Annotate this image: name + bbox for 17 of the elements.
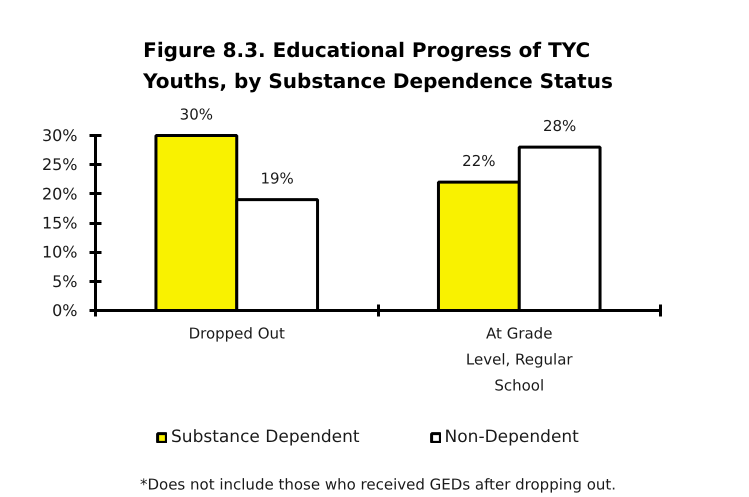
data-label: 28% — [542, 117, 576, 136]
chart-title: Figure 8.3. Educational Progress of TYC Youths, by Substance Dependence Status — [142, 38, 613, 93]
data-label: 30% — [180, 106, 214, 124]
x-tick-label: Dropped Out — [188, 324, 286, 342]
y-tick-label: 0% — [52, 301, 78, 320]
y-tick-label: 30% — [42, 126, 78, 145]
legend-label: Non-Dependent — [444, 427, 579, 447]
data-label: 19% — [260, 170, 294, 188]
y-tick-label: 25% — [42, 155, 78, 174]
x-tick-label: At Grade Level, Regular School — [466, 324, 574, 395]
y-tick-label: 20% — [42, 184, 78, 204]
y-tick-label: 15% — [42, 214, 78, 232]
legend-label: Substance Dependent — [171, 427, 360, 447]
data-label: 22% — [462, 152, 496, 170]
y-tick-label: 5% — [52, 272, 78, 291]
y-tick-label: 10% — [42, 242, 78, 262]
text: *Does not include those who received GEDs after dropping out. — [140, 476, 616, 494]
